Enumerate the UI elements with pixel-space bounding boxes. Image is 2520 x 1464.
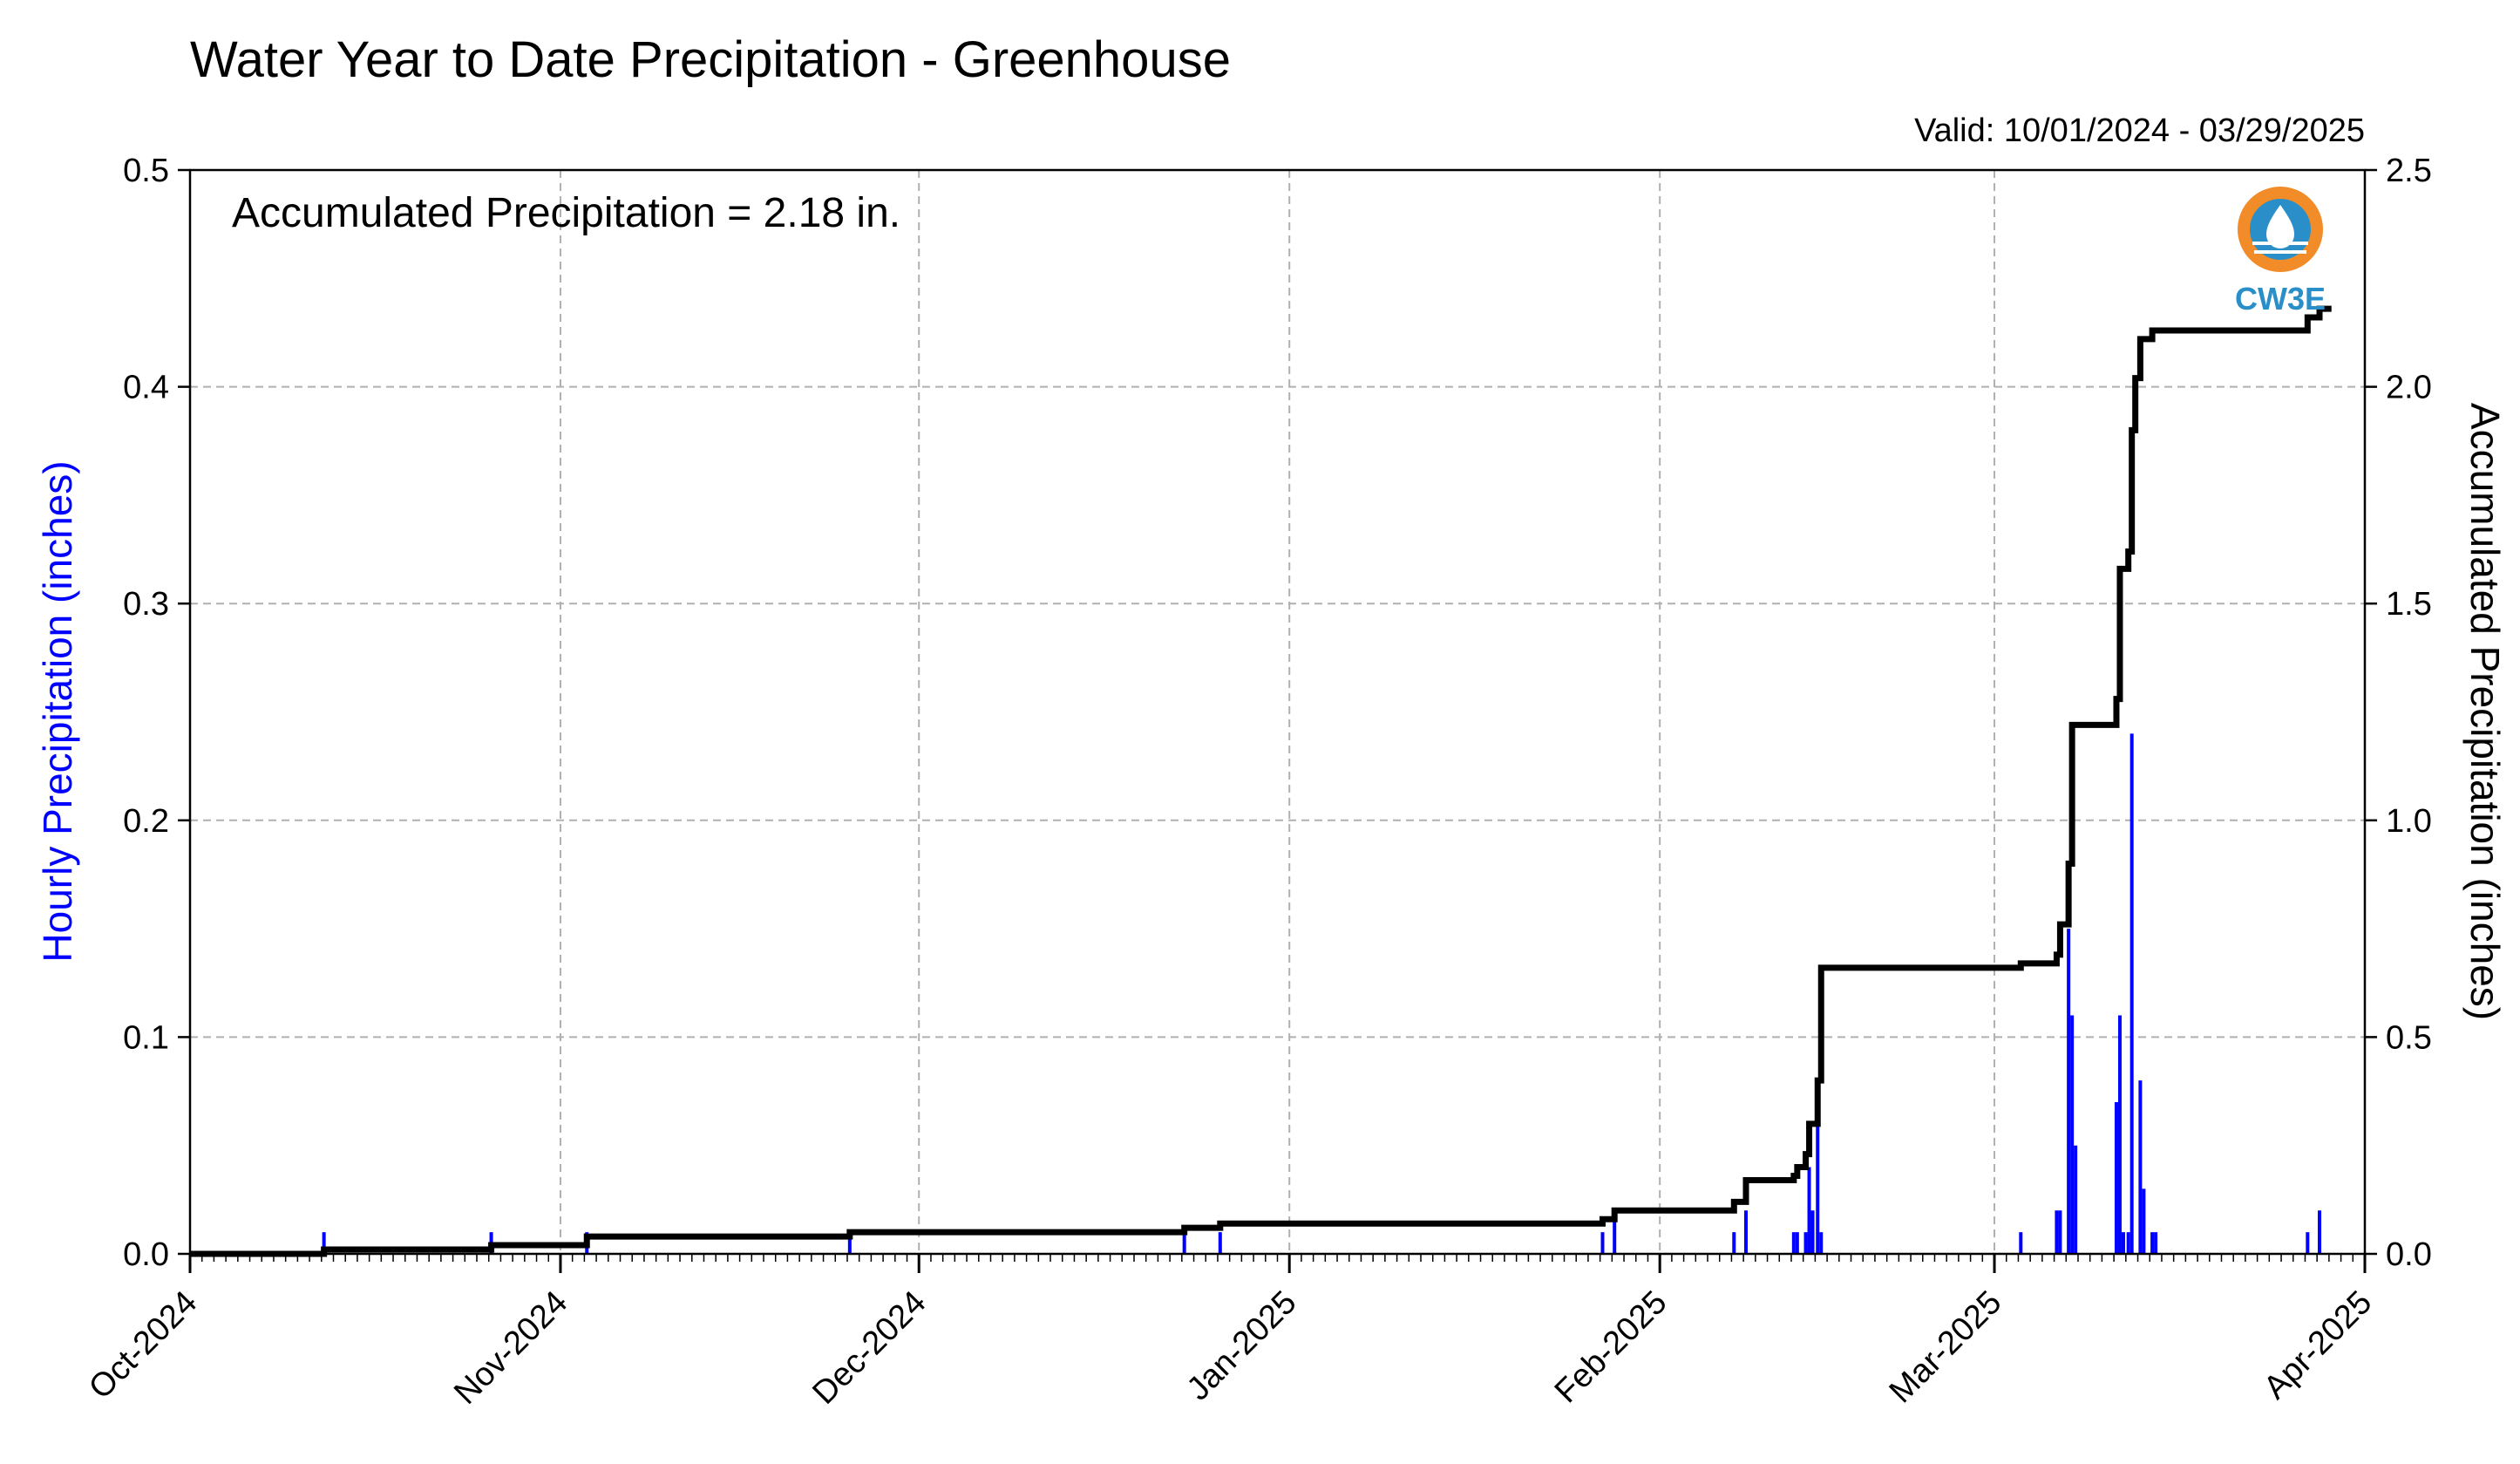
y-tick-label-left: 0.0 — [123, 1236, 169, 1273]
x-tick-label: Oct-2024 — [82, 1284, 204, 1406]
x-tick-label: Mar-2025 — [1883, 1284, 2009, 1411]
x-tick-label: Dec-2024 — [805, 1284, 933, 1412]
y-tick-label-right: 2.0 — [2386, 370, 2432, 406]
logo-text: CW3E — [2235, 281, 2326, 317]
grid — [190, 170, 2365, 1254]
x-tick-label: Feb-2025 — [1548, 1284, 1674, 1411]
y-tick-label-right: 0.0 — [2386, 1236, 2432, 1273]
waves-icon — [2252, 242, 2308, 254]
y-tick-label-right: 1.5 — [2386, 586, 2432, 623]
accumulated-annotation: Accumulated Precipitation = 2.18 in. — [232, 190, 900, 236]
y-tick-label-left: 0.3 — [123, 586, 169, 623]
water-drop-icon — [2266, 205, 2294, 249]
x-tick-label: Apr-2025 — [2257, 1284, 2379, 1406]
cw3e-logo: CW3E — [2235, 187, 2326, 317]
accumulated-line — [190, 305, 2332, 1257]
y-tick-label-right: 0.5 — [2386, 1019, 2432, 1056]
y-axis-label-left: Hourly Precipitation (inches) — [35, 460, 80, 962]
y-tick-label-left: 0.5 — [123, 153, 169, 189]
y-tick-label-right: 2.5 — [2386, 153, 2432, 189]
chart-title: Water Year to Date Precipitation - Green… — [190, 31, 1231, 88]
y-tick-label-right: 1.0 — [2386, 803, 2432, 840]
x-tick-label: Nov-2024 — [447, 1284, 574, 1412]
y-axis-label-right: Accumulated Precipitation (inches) — [2462, 403, 2508, 1020]
y-tick-label-left: 0.4 — [123, 370, 169, 406]
y-tick-label-left: 0.2 — [123, 803, 169, 840]
plot-frame — [188, 168, 2367, 1256]
hourly-bars — [322, 733, 2322, 1254]
y-tick-label-left: 0.1 — [123, 1019, 169, 1056]
x-tick-label: Jan-2025 — [1180, 1284, 1304, 1408]
valid-range: Valid: 10/01/2024 - 03/29/2025 — [1914, 112, 2365, 149]
